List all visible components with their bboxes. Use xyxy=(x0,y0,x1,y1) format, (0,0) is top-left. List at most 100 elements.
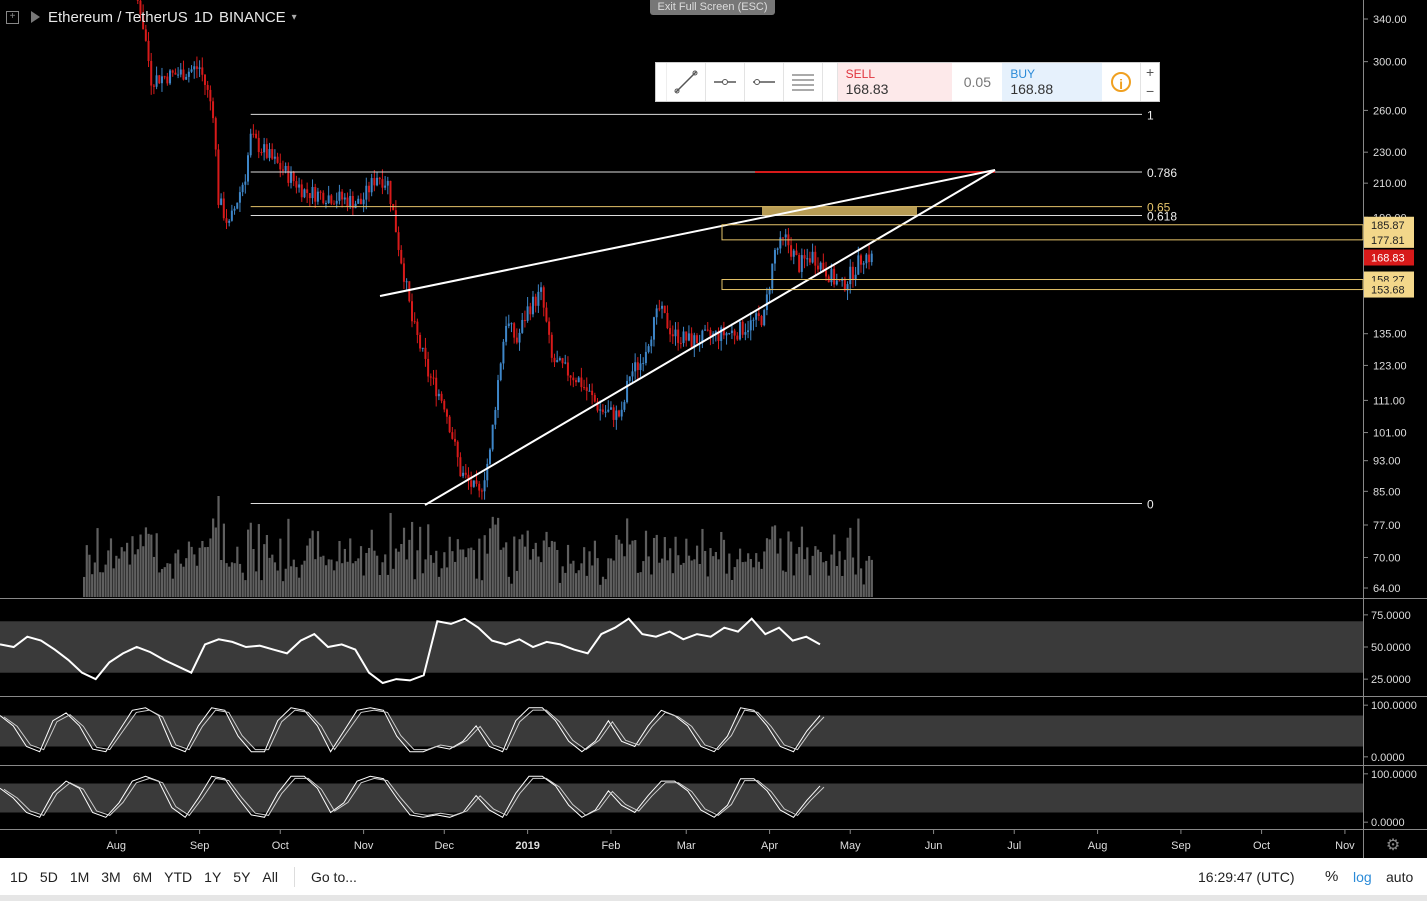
candle-body xyxy=(225,218,228,223)
volume-bar xyxy=(101,572,105,597)
volume-bar xyxy=(728,553,731,597)
zoom-in-button[interactable]: + xyxy=(1145,64,1155,80)
candle-body xyxy=(437,393,440,397)
log-scale-toggle[interactable]: log xyxy=(1353,868,1372,885)
candle-body xyxy=(599,409,602,411)
candle-body xyxy=(685,331,688,341)
candle-body xyxy=(795,250,798,255)
timeframe-1d[interactable]: 1D xyxy=(10,868,28,885)
volume-bar xyxy=(607,558,610,597)
timeframe-ytd[interactable]: YTD xyxy=(164,868,193,885)
volume-bar xyxy=(819,552,822,597)
candle-body xyxy=(448,416,451,433)
buy-price: 168.88 xyxy=(1010,81,1054,97)
candle-body xyxy=(575,380,577,383)
candle-body xyxy=(658,308,661,310)
price-chart[interactable]: 1 0.786 0.650.618 0 340.00 300.00 260.00 230.00… xyxy=(0,0,1427,858)
volume-bar xyxy=(295,567,298,597)
candle-body xyxy=(298,184,301,188)
volume-bar xyxy=(220,559,223,597)
price-tag-bg xyxy=(1364,281,1414,298)
horizontal-line-icon[interactable] xyxy=(745,63,784,101)
parallel-lines-icon[interactable] xyxy=(784,63,823,101)
candle-body xyxy=(220,198,223,205)
symbol-name[interactable]: Ethereum / TetherUS xyxy=(48,8,188,26)
volume-bar xyxy=(561,566,564,597)
info-button[interactable]: i xyxy=(1102,63,1140,101)
candle-body xyxy=(400,249,403,264)
volume-bar xyxy=(811,555,814,597)
y-tick-label: 340.00 xyxy=(1373,14,1407,26)
volume-bar xyxy=(755,553,758,597)
toolbar-grip[interactable] xyxy=(656,63,667,101)
candle-body xyxy=(548,321,551,335)
candle-body xyxy=(182,69,185,80)
volume-bar xyxy=(163,567,166,597)
candle-body xyxy=(725,333,728,336)
volume-bar xyxy=(316,531,320,597)
candle-body xyxy=(722,327,725,336)
candle-body xyxy=(768,288,771,295)
candle-body xyxy=(513,323,516,338)
volume-bar xyxy=(835,566,838,597)
volume-bar xyxy=(147,533,150,597)
volume-bar xyxy=(483,535,486,597)
volume-bar xyxy=(206,546,209,597)
toolbar-more-icon[interactable] xyxy=(823,63,838,101)
buy-button[interactable]: BUY 168.88 xyxy=(1002,63,1103,101)
percent-scale-toggle[interactable]: % xyxy=(1325,868,1339,885)
timeframe-6m[interactable]: 6M xyxy=(132,868,153,885)
timeframe-1y[interactable]: 1Y xyxy=(204,868,222,885)
candle-body xyxy=(825,270,828,277)
candle-body xyxy=(335,200,338,204)
volume-bar xyxy=(695,545,699,597)
candle-body xyxy=(553,357,556,363)
volume-bar xyxy=(174,553,177,597)
candle-body xyxy=(671,334,674,337)
interval-label[interactable]: 1D xyxy=(193,8,213,26)
goto-button[interactable]: Go to... xyxy=(310,868,357,885)
candle-body xyxy=(373,178,376,186)
candle-body xyxy=(233,208,236,211)
candle-body xyxy=(695,335,698,344)
candle-body xyxy=(644,351,647,364)
candle-body xyxy=(327,195,330,204)
volume-bar xyxy=(825,560,828,597)
chevron-down-icon[interactable]: ▾ xyxy=(291,11,297,23)
candle-body xyxy=(739,321,741,340)
volume-bar xyxy=(443,552,446,597)
exit-fullscreen-button[interactable]: Exit Full Screen (ESC) xyxy=(650,0,775,15)
volume-bar xyxy=(690,560,693,597)
volume-bar xyxy=(744,561,747,597)
volume-bar xyxy=(349,538,352,597)
fib-level-label: 0.786 xyxy=(1147,166,1177,180)
timeframe-3m[interactable]: 3M xyxy=(101,868,121,885)
candle-body xyxy=(572,377,575,381)
auto-scale-toggle[interactable]: auto xyxy=(1386,868,1414,885)
candle-body xyxy=(550,334,553,358)
candle-body xyxy=(260,152,263,154)
volume-bar xyxy=(833,534,836,597)
timeframe-5d[interactable]: 5D xyxy=(39,868,58,885)
candle-body xyxy=(241,184,244,193)
candle-body xyxy=(531,296,534,315)
expand-icon[interactable]: + xyxy=(6,10,19,24)
volume-bar xyxy=(841,575,844,597)
volume-bar xyxy=(631,540,634,597)
volume-bar xyxy=(115,555,118,597)
sell-button[interactable]: SELL 168.83 xyxy=(837,63,953,101)
candle-body xyxy=(378,177,381,180)
volume-bar xyxy=(338,541,341,597)
timeframe-all[interactable]: All xyxy=(262,868,278,885)
trend-line-icon[interactable] xyxy=(667,63,706,101)
x-tick-label: Sep xyxy=(190,840,210,852)
volume-bar xyxy=(604,579,607,597)
timeframe-5y[interactable]: 5Y xyxy=(233,868,251,885)
timeframe-1m[interactable]: 1M xyxy=(69,868,90,885)
candle-body xyxy=(381,179,384,188)
zoom-out-button[interactable]: − xyxy=(1145,83,1155,99)
candle-body xyxy=(607,409,610,412)
volume-bar xyxy=(720,531,723,597)
horizontal-ray-icon[interactable] xyxy=(706,63,745,101)
candle-body xyxy=(475,480,478,484)
